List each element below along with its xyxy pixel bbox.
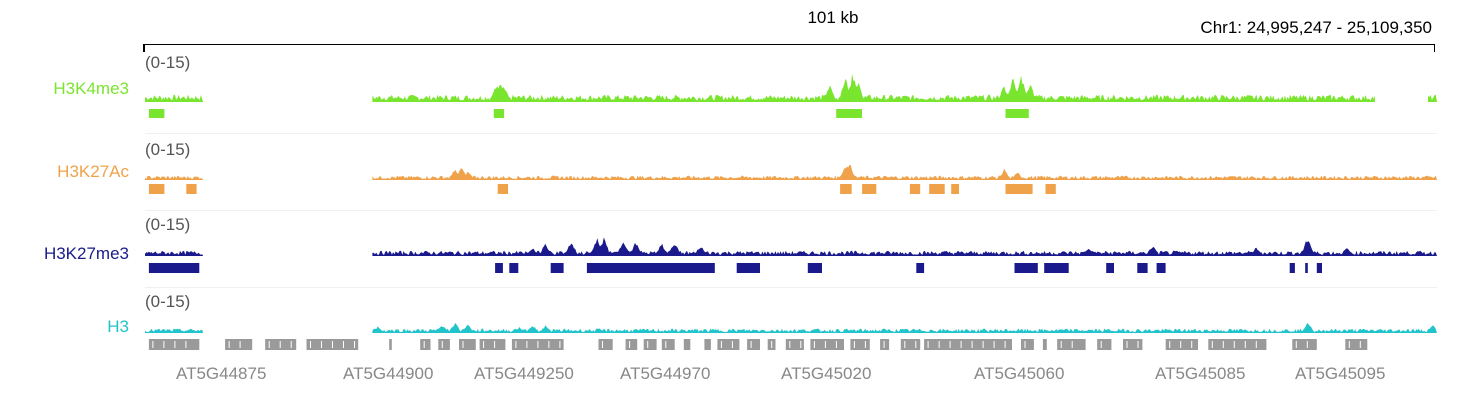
peak-region[interactable] <box>951 184 959 194</box>
track-separator <box>145 133 1437 134</box>
signal-area <box>1428 94 1437 102</box>
gene-block[interactable] <box>717 339 740 350</box>
signal-area <box>145 250 204 256</box>
signal-track-h3k27ac <box>145 164 1437 194</box>
gene-block[interactable] <box>704 339 711 350</box>
gene-block[interactable] <box>1208 339 1267 350</box>
track-separator <box>145 287 1437 288</box>
signal-area <box>372 237 1437 256</box>
peak-region[interactable] <box>1305 263 1308 273</box>
gene-block[interactable] <box>598 339 613 350</box>
gene-label-at5g44875[interactable]: AT5G44875 <box>176 364 267 383</box>
peak-region[interactable] <box>1045 184 1056 194</box>
gene-label-at5g45060[interactable]: AT5G45060 <box>974 364 1065 383</box>
scale-label: 101 kb <box>807 8 859 27</box>
peak-region[interactable] <box>1316 263 1322 273</box>
gene-label-at5g45020[interactable]: AT5G45020 <box>781 364 872 383</box>
gene-block[interactable] <box>683 339 691 350</box>
peak-region[interactable] <box>736 263 760 273</box>
signal-area <box>372 164 1437 180</box>
gene-label-at5g44900[interactable]: AT5G44900 <box>343 364 434 383</box>
gene-block[interactable] <box>1292 339 1317 350</box>
peak-region[interactable] <box>509 263 519 273</box>
peak-region[interactable] <box>1005 184 1033 194</box>
signal-area <box>145 328 204 333</box>
gene-block[interactable] <box>661 339 675 350</box>
peak-region[interactable] <box>148 109 165 118</box>
gene-block[interactable] <box>1057 339 1086 350</box>
gene-block[interactable] <box>1042 339 1047 350</box>
signal-area <box>372 73 1375 102</box>
gene-block[interactable] <box>625 339 638 350</box>
gene-block[interactable] <box>1097 339 1112 350</box>
track-range-h3: (0-15) <box>145 292 191 311</box>
signal-track-h3k27me3 <box>145 237 1437 273</box>
gene-block[interactable] <box>389 339 392 350</box>
peak-region[interactable] <box>1014 263 1038 273</box>
peak-region[interactable] <box>916 263 925 273</box>
peak-region[interactable] <box>862 184 877 194</box>
gene-label-at5g45085[interactable]: AT5G45085 <box>1155 364 1246 383</box>
peak-region[interactable] <box>807 263 822 273</box>
gene-block[interactable] <box>747 339 760 350</box>
peak-region[interactable] <box>493 109 505 118</box>
peak-region[interactable] <box>840 184 852 194</box>
gene-track <box>148 339 1368 350</box>
peak-region[interactable] <box>495 263 503 273</box>
peak-region[interactable] <box>929 184 945 194</box>
gene-block[interactable] <box>924 339 1012 350</box>
gene-block[interactable] <box>643 339 657 350</box>
track-range-h3k27me3: (0-15) <box>145 215 191 234</box>
signal-area <box>145 175 204 180</box>
locus-coordinates[interactable]: Chr1: 24,995,247 - 25,109,350 <box>1200 18 1432 37</box>
gene-label-at5g45095[interactable]: AT5G45095 <box>1295 364 1386 383</box>
track-label-h3k27me3[interactable]: H3K27me3 <box>43 244 129 263</box>
track-label-h3k4me3[interactable]: H3K4me3 <box>53 79 129 98</box>
peak-region[interactable] <box>186 184 197 194</box>
peak-region[interactable] <box>909 184 921 194</box>
track-label-h3[interactable]: H3 <box>107 317 129 336</box>
track-range-h3k27ac: (0-15) <box>145 140 191 159</box>
gene-block[interactable] <box>479 339 506 350</box>
peak-region[interactable] <box>1005 109 1029 118</box>
gene-block[interactable] <box>225 339 253 350</box>
gene-block[interactable] <box>850 339 870 350</box>
gene-block[interactable] <box>1123 339 1143 350</box>
gene-block[interactable] <box>420 339 431 350</box>
track-separator <box>145 210 1437 211</box>
peak-region[interactable] <box>836 109 862 118</box>
signal-track-h3 <box>145 322 1437 333</box>
gene-block[interactable] <box>785 339 804 350</box>
gene-block[interactable] <box>148 339 200 350</box>
peak-region[interactable] <box>550 263 564 273</box>
track-label-h3k27ac[interactable]: H3K27Ac <box>57 162 129 181</box>
peak-region[interactable] <box>1289 263 1295 273</box>
peak-region[interactable] <box>1156 263 1166 273</box>
track-range-h3k4me3: (0-15) <box>145 53 191 72</box>
gene-block[interactable] <box>1165 339 1198 350</box>
peak-region[interactable] <box>497 184 508 194</box>
peak-region[interactable] <box>1106 263 1114 273</box>
gene-block[interactable] <box>438 339 450 350</box>
gene-label-at5g449250[interactable]: AT5G449250 <box>474 364 574 383</box>
peak-region[interactable] <box>1137 263 1148 273</box>
gene-block[interactable] <box>1021 339 1034 350</box>
peak-region[interactable] <box>148 184 165 194</box>
ruler <box>143 44 1435 53</box>
gene-block[interactable] <box>900 339 921 350</box>
peak-region[interactable] <box>586 263 715 273</box>
signal-area <box>372 322 1437 333</box>
gene-block[interactable] <box>810 339 844 350</box>
gene-block[interactable] <box>459 339 476 350</box>
gene-block[interactable] <box>1345 339 1368 350</box>
peak-region[interactable] <box>148 263 200 273</box>
signal-track-h3k4me3 <box>145 73 1437 118</box>
peak-region[interactable] <box>1044 263 1069 273</box>
gene-label-at5g44970[interactable]: AT5G44970 <box>620 364 711 383</box>
signal-area <box>145 94 204 102</box>
